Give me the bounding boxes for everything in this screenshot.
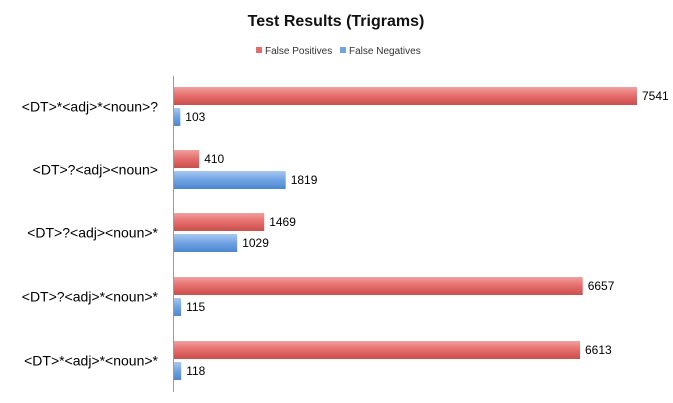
- bar-false-negatives: [174, 108, 181, 126]
- category-label: <DT>?<adj><noun>*: [27, 225, 158, 241]
- data-label: 6657: [588, 279, 615, 293]
- category-label: <DT>*<adj>*<noun>*: [24, 353, 158, 369]
- bar-false-positives: [174, 277, 583, 295]
- legend: False Positives False Negatives: [256, 46, 421, 57]
- bar-false-negatives: [174, 298, 182, 316]
- legend-label: False Positives: [265, 46, 332, 57]
- chart-title: Test Results (Trigrams): [248, 13, 425, 30]
- bar-false-positives: [174, 213, 265, 231]
- bar-false-negatives: [174, 362, 182, 380]
- category-labels: <DT>*<adj>*<noun>? <DT>?<adj><noun> <DT>?<…: [22, 99, 159, 369]
- data-label: 6613: [585, 343, 612, 357]
- legend-swatch: [340, 47, 346, 53]
- data-label: 115: [186, 300, 205, 314]
- category-label: <DT>*<adj>*<noun>?: [22, 99, 158, 115]
- data-label: 103: [185, 110, 205, 124]
- bars: [174, 87, 637, 380]
- data-label: 1819: [291, 173, 318, 187]
- category-label: <DT>?<adj><noun>: [33, 162, 158, 178]
- bar-false-negatives: [174, 171, 286, 189]
- bar-false-positives: [174, 150, 200, 168]
- bar-false-negatives: [174, 234, 238, 252]
- legend-label: False Negatives: [349, 46, 421, 57]
- data-label: 410: [204, 152, 224, 166]
- legend-swatch: [256, 47, 262, 53]
- data-label: 7541: [642, 89, 669, 103]
- category-label: <DT>?<adj>*<noun>*: [22, 289, 159, 305]
- bar-false-positives: [174, 341, 580, 359]
- bar-false-positives: [174, 87, 637, 105]
- data-label: 1029: [242, 236, 269, 250]
- data-label: 1469: [269, 215, 296, 229]
- data-label: 118: [186, 364, 205, 378]
